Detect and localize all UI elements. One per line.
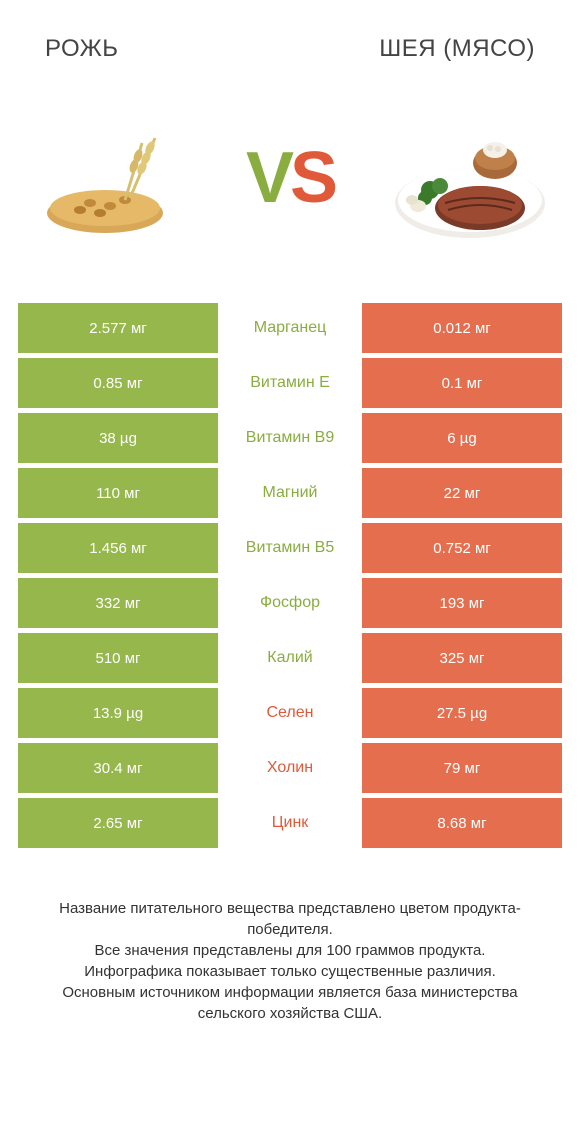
cell-nutrient-label: Калий [218,633,362,683]
cell-right-value: 27.5 µg [362,688,562,738]
cell-left-value: 110 мг [18,468,218,518]
cell-left-value: 13.9 µg [18,688,218,738]
vs-s: S [290,137,334,219]
table-row: 332 мгФосфор193 мг [18,578,562,628]
cell-right-value: 193 мг [362,578,562,628]
cell-right-value: 325 мг [362,633,562,683]
cell-right-value: 22 мг [362,468,562,518]
image-right [390,108,550,248]
footer-line: Основным источником информации является … [30,982,550,1024]
table-row: 2.577 мгМарганец0.012 мг [18,303,562,353]
cell-right-value: 8.68 мг [362,798,562,848]
cell-left-value: 38 µg [18,413,218,463]
cell-right-value: 0.012 мг [362,303,562,353]
table-row: 110 мгМагний22 мг [18,468,562,518]
cell-left-value: 30.4 мг [18,743,218,793]
cell-nutrient-label: Витамин B9 [218,413,362,463]
table-row: 1.456 мгВитамин B50.752 мг [18,523,562,573]
image-left [30,108,190,248]
cell-nutrient-label: Холин [218,743,362,793]
table-row: 13.9 µgСелен27.5 µg [18,688,562,738]
vs-v: V [246,137,290,219]
table-row: 0.85 мгВитамин E0.1 мг [18,358,562,408]
table-row: 30.4 мгХолин79 мг [18,743,562,793]
footer-line: Все значения представлены для 100 граммо… [30,940,550,961]
cell-right-value: 79 мг [362,743,562,793]
cell-right-value: 0.1 мг [362,358,562,408]
table-row: 2.65 мгЦинк8.68 мг [18,798,562,848]
footer-line: Инфографика показывает только существенн… [30,961,550,982]
cell-nutrient-label: Марганец [218,303,362,353]
cell-left-value: 2.65 мг [18,798,218,848]
cell-nutrient-label: Витамин E [218,358,362,408]
cell-left-value: 510 мг [18,633,218,683]
cell-nutrient-label: Витамин B5 [218,523,362,573]
title-left: РОЖЬ [45,35,119,63]
cell-nutrient-label: Магний [218,468,362,518]
cell-left-value: 0.85 мг [18,358,218,408]
table-row: 510 мгКалий325 мг [18,633,562,683]
cell-right-value: 0.752 мг [362,523,562,573]
cell-left-value: 332 мг [18,578,218,628]
footer-line: Название питательного вещества представл… [30,898,550,940]
hero-row: VS [0,63,580,303]
table-row: 38 µgВитамин B96 µg [18,413,562,463]
footer-notes: Название питательного вещества представл… [0,853,580,1024]
cell-nutrient-label: Фосфор [218,578,362,628]
cell-right-value: 6 µg [362,413,562,463]
title-right: ШЕЯ (МЯСО) [379,35,535,63]
cell-left-value: 1.456 мг [18,523,218,573]
cell-left-value: 2.577 мг [18,303,218,353]
comparison-table: 2.577 мгМарганец0.012 мг0.85 мгВитамин E… [0,303,580,848]
vs-label: VS [246,137,334,219]
cell-nutrient-label: Селен [218,688,362,738]
titles-row: РОЖЬ ШЕЯ (МЯСО) [0,0,580,63]
cell-nutrient-label: Цинк [218,798,362,848]
